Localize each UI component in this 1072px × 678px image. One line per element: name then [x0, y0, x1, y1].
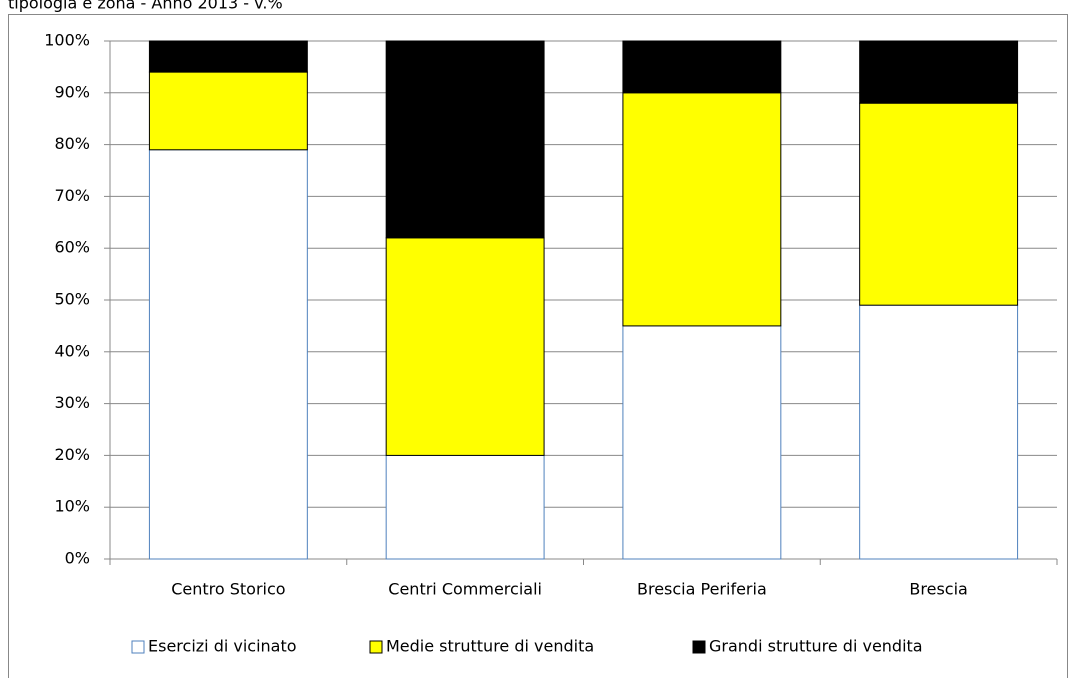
legend-swatch [692, 640, 706, 654]
y-tick-label: 70% [54, 186, 90, 205]
bar-segment [148, 71, 308, 151]
bar-segment [148, 149, 308, 560]
x-tick-label: Centro Storico [171, 580, 285, 599]
legend-label: Grandi strutture di vendita [709, 637, 923, 656]
x-tick-label: Brescia Periferia [637, 580, 767, 599]
legend-swatch [131, 640, 145, 654]
y-tick-label: 30% [54, 393, 90, 412]
bar-segment [859, 102, 1019, 306]
y-tick-label: 90% [54, 82, 90, 101]
bar-segment [148, 40, 308, 73]
y-tick-label: 0% [65, 549, 90, 568]
legend-swatch [369, 640, 383, 654]
y-tick-label: 60% [54, 238, 90, 257]
bar-segment [622, 40, 782, 94]
x-tick-label: Brescia [909, 580, 967, 599]
chart-title: tipologia e zona - Anno 2013 - v.% [8, 0, 283, 13]
y-tick-label: 20% [54, 445, 90, 464]
y-tick-label: 40% [54, 341, 90, 360]
bar-segment [622, 92, 782, 327]
bar-segment [385, 454, 545, 560]
bar-segment [622, 325, 782, 560]
bar-segment [385, 237, 545, 456]
bar-segment [859, 40, 1019, 104]
x-tick-label: Centri Commerciali [388, 580, 542, 599]
legend-label: Medie strutture di vendita [386, 637, 594, 656]
bar-segment [859, 304, 1019, 560]
bar-segment [385, 40, 545, 239]
y-tick-label: 10% [54, 497, 90, 516]
y-tick-label: 50% [54, 290, 90, 309]
y-tick-label: 80% [54, 134, 90, 153]
legend-label: Esercizi di vicinato [148, 637, 297, 656]
y-tick-label: 100% [44, 31, 90, 50]
